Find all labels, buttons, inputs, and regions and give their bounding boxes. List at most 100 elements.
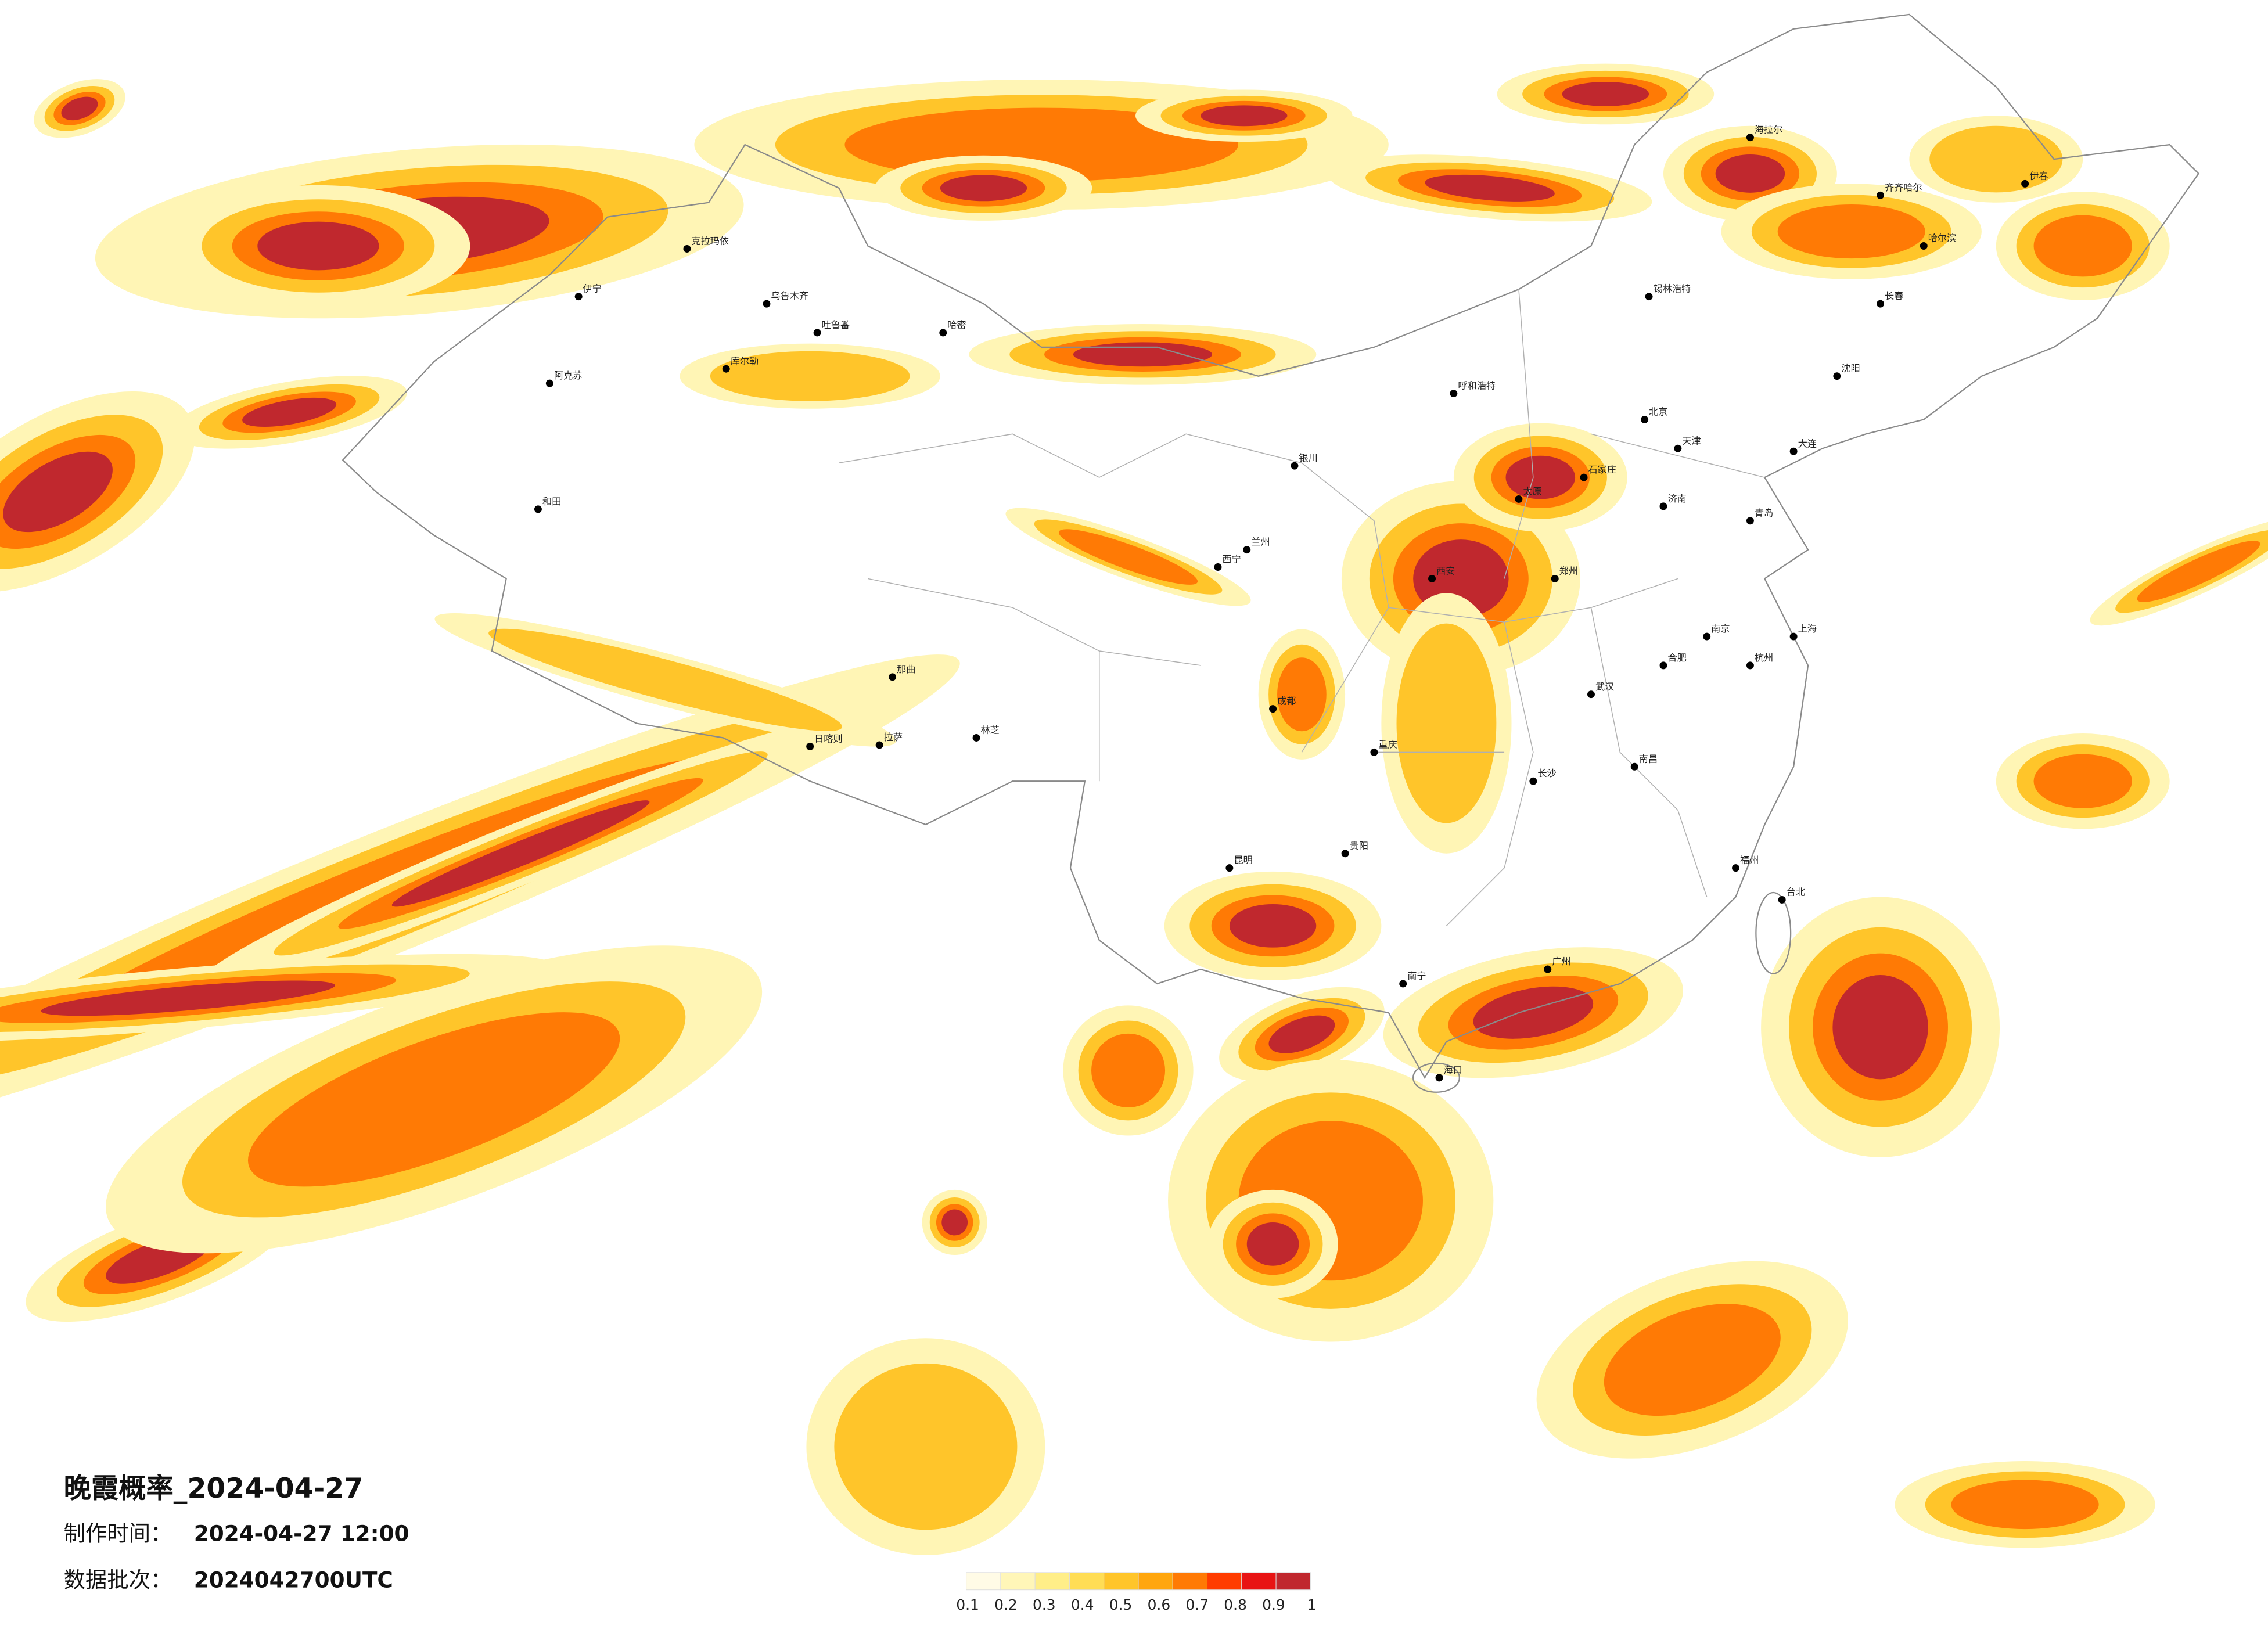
city-dot — [889, 673, 897, 681]
city-dot — [1225, 864, 1234, 872]
city-dot — [1341, 850, 1349, 858]
city-label: 合肥 — [1667, 652, 1686, 663]
city-label: 西安 — [1436, 565, 1455, 576]
city-dot — [1544, 965, 1552, 973]
city-label: 长春 — [1885, 290, 1903, 301]
city-label: 广州 — [1552, 956, 1570, 967]
city-dot — [1214, 563, 1222, 571]
city-dot — [1703, 632, 1711, 641]
colorbar-tick-label: 0.4 — [1071, 1596, 1094, 1613]
probability-blob — [247, 1012, 620, 1187]
city-label: 海拉尔 — [1755, 124, 1783, 135]
probability-blob — [257, 221, 379, 271]
colorbar-cell — [1172, 1572, 1208, 1591]
probability-blob — [41, 980, 335, 1016]
colorbar-cell — [1069, 1572, 1105, 1591]
city-dot — [545, 379, 553, 387]
city-dot — [813, 329, 821, 337]
colorbar-tick-label: 0.6 — [1148, 1596, 1171, 1613]
city-label: 成都 — [1277, 696, 1296, 707]
city-dot — [1789, 447, 1798, 455]
city-label: 兰州 — [1251, 537, 1270, 548]
colorbar-tick-label: 0.3 — [1033, 1596, 1056, 1613]
probability-blob — [1229, 904, 1317, 948]
city-label: 上海 — [1798, 623, 1817, 634]
colorbar-cell — [1000, 1572, 1036, 1591]
city-dot — [875, 741, 883, 749]
probability-blob — [1832, 975, 1928, 1080]
city-dot — [1515, 495, 1523, 503]
city-label: 武汉 — [1595, 681, 1614, 692]
city-label: 库尔勒 — [731, 355, 759, 366]
colorbar-cell — [1138, 1572, 1173, 1591]
title: 晚霞概率_2024-04-27 — [64, 1473, 363, 1505]
probability-blob — [834, 1363, 1018, 1530]
city-label: 杭州 — [1755, 652, 1773, 663]
probability-blob — [1929, 125, 2063, 193]
city-label: 拉萨 — [884, 732, 903, 743]
colorbar-tick-label: 0.5 — [1109, 1596, 1133, 1613]
city-label: 北京 — [1649, 406, 1667, 417]
city-dot — [683, 244, 691, 253]
probability-blob — [2033, 754, 2132, 808]
city-dot — [1580, 473, 1588, 481]
city-dot — [1291, 462, 1299, 470]
probability-field — [0, 63, 2268, 1555]
city-label: 伊宁 — [583, 283, 602, 294]
probability-blob — [1091, 1033, 1166, 1107]
colorbar-tick-label: 1 — [1307, 1596, 1317, 1613]
country-outline — [342, 13, 2199, 1093]
city-label: 乌鲁木齐 — [771, 290, 808, 301]
city-dot — [1746, 661, 1754, 670]
city-label: 克拉玛依 — [691, 236, 729, 247]
city-dot — [1450, 390, 1458, 398]
city-dot — [939, 329, 947, 337]
city-label: 西宁 — [1222, 554, 1241, 565]
hainan — [1412, 1062, 1460, 1093]
probability-blob — [1277, 657, 1327, 732]
city-label: 齐齐哈尔 — [1885, 182, 1922, 193]
batch: 2024042700UTC — [194, 1567, 393, 1592]
city-dot — [1920, 242, 1928, 250]
city-label: 太原 — [1523, 485, 1541, 497]
probability-blob — [1777, 204, 1925, 259]
city-label: 大连 — [1798, 438, 1817, 449]
colorbar-cell — [1275, 1572, 1311, 1591]
city-label: 贵阳 — [1350, 840, 1368, 851]
city-label: 呼和浩特 — [1458, 380, 1496, 391]
probability-blob — [1951, 1480, 2099, 1530]
city-label: 银川 — [1299, 452, 1317, 463]
probability-blob — [1201, 105, 1288, 127]
city-dot — [1674, 444, 1682, 452]
city-label: 海口 — [1443, 1064, 1462, 1075]
province-lines — [839, 289, 1765, 926]
city-dot — [1877, 191, 1885, 199]
probability-blob — [1268, 1015, 1335, 1053]
city-dot — [806, 742, 814, 750]
probability-blob — [710, 351, 910, 401]
probability-blob — [1604, 1304, 1781, 1416]
city-label: 济南 — [1667, 493, 1686, 504]
city-dot — [2021, 179, 2029, 188]
colorbar: 0.1 0.2 0.3 0.4 0.5 0.6 0.7 0.8 0.9 1 — [956, 1572, 1317, 1613]
city-label: 福州 — [1740, 855, 1759, 866]
city-label: 南昌 — [1639, 753, 1658, 764]
probability-blob — [3, 451, 113, 533]
city-label: 吐鲁番 — [822, 319, 850, 330]
city-dot — [1269, 705, 1277, 713]
taiwan — [1755, 891, 1792, 974]
city-dot — [1641, 415, 1649, 423]
city-dot — [1428, 574, 1436, 582]
colorbar-tick-label: 0.2 — [994, 1596, 1018, 1613]
probability-blob — [1058, 529, 1198, 585]
colorbar-cell — [1207, 1572, 1242, 1591]
probability-blob — [61, 96, 98, 121]
probability-blob — [488, 628, 843, 731]
colorbar-tick-label: 0.9 — [1262, 1596, 1285, 1613]
probability-blob — [1562, 81, 1649, 106]
city-dot — [534, 505, 542, 513]
city-dot — [1587, 690, 1595, 699]
probability-blob — [242, 397, 337, 427]
